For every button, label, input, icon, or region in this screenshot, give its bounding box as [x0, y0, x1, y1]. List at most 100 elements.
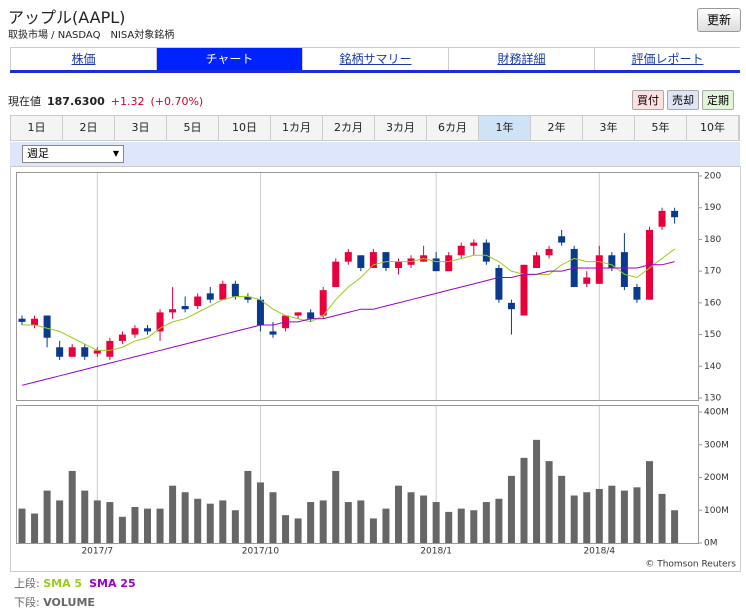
- action-button[interactable]: 定期: [702, 90, 734, 110]
- tab[interactable]: 評価レポート: [594, 47, 740, 70]
- period-button[interactable]: 3日: [115, 116, 167, 140]
- y-tick-label: 300M: [704, 440, 729, 450]
- volume-bar: [219, 500, 227, 543]
- volume-bar: [43, 490, 51, 543]
- volume-bar: [357, 500, 365, 543]
- volume-bar: [206, 503, 214, 543]
- candle-body: [332, 261, 340, 287]
- volume-bar: [658, 493, 666, 543]
- action-button[interactable]: 売却: [667, 90, 699, 110]
- refresh-button[interactable]: 更新: [697, 8, 741, 32]
- volume-bar: [131, 506, 139, 543]
- change: +1.32: [110, 95, 145, 108]
- candle-body: [545, 248, 553, 256]
- candle-body: [558, 236, 566, 243]
- volume-bar: [395, 485, 402, 543]
- title: アップル(AAPL): [8, 8, 126, 27]
- legend-lower: 下段: VOLUME: [14, 594, 95, 610]
- volume-bar: [269, 492, 277, 543]
- sma-line: [21, 261, 675, 386]
- interval-select[interactable]: 週足: [22, 145, 124, 163]
- candle-body: [357, 255, 365, 268]
- candle-body: [583, 277, 591, 284]
- period-button[interactable]: 5日: [167, 116, 219, 140]
- y-tick-label: 140: [704, 362, 721, 372]
- tab[interactable]: 財務詳細: [448, 47, 594, 70]
- candle-body: [344, 252, 352, 262]
- candle-body: [106, 340, 114, 357]
- period-button[interactable]: 2カ月: [323, 116, 375, 140]
- volume-bar: [319, 500, 327, 543]
- candle-body: [169, 309, 177, 313]
- candle-body: [118, 334, 126, 341]
- candle-body: [81, 347, 89, 357]
- volume-bar: [558, 475, 566, 543]
- period-button[interactable]: 1年: [479, 116, 531, 140]
- tab[interactable]: 銘柄サマリー: [302, 47, 448, 70]
- candle-body: [231, 283, 239, 297]
- volume-bar: [81, 490, 89, 543]
- candle-body: [206, 293, 214, 300]
- volume-bar: [93, 500, 101, 543]
- volume-bar: [470, 510, 478, 543]
- candle-body: [482, 242, 490, 262]
- quote-label: 現在値: [8, 95, 41, 108]
- period-button[interactable]: 2日: [63, 116, 115, 140]
- candle-body: [533, 255, 541, 268]
- legend-sma5: SMA 5: [43, 577, 83, 590]
- candle-body: [658, 210, 666, 227]
- candle-body: [633, 287, 641, 300]
- volume-bar: [369, 518, 377, 543]
- volume-bar: [671, 510, 679, 543]
- volume-bar: [344, 502, 352, 543]
- toolbar: [10, 142, 740, 166]
- chart: © Thomson Reuters 2017/7 2017/10 2018/1 201…: [10, 166, 741, 572]
- y-tick-label: 190: [704, 203, 721, 213]
- volume-bar: [156, 508, 164, 543]
- candle-body: [369, 252, 377, 268]
- candle-body: [93, 350, 101, 354]
- y-tick-label: 200: [704, 172, 721, 182]
- period-button[interactable]: 1カ月: [271, 116, 323, 140]
- period-button[interactable]: 3カ月: [375, 116, 427, 140]
- volume-bar: [520, 457, 528, 543]
- candle-body: [256, 299, 264, 326]
- period-button[interactable]: 10年: [687, 116, 739, 140]
- candle-body: [671, 210, 679, 218]
- volume-bar: [169, 485, 177, 543]
- candle-body: [457, 245, 465, 256]
- volume-bar: [231, 510, 239, 543]
- period-button[interactable]: 5年: [635, 116, 687, 140]
- period-button[interactable]: 6カ月: [427, 116, 479, 140]
- candle-body: [18, 318, 26, 322]
- actions: 買付 売却 定期: [632, 90, 734, 110]
- period-button[interactable]: 3年: [583, 116, 635, 140]
- candle-body: [382, 252, 390, 268]
- volume-bar: [68, 470, 76, 543]
- candle-body: [269, 331, 277, 335]
- tabs: 株価 チャート 銘柄サマリー 財務詳細 評価レポート: [10, 47, 740, 73]
- volume-bar: [420, 495, 428, 543]
- tab[interactable]: 株価: [10, 47, 156, 70]
- subtitle: 取扱市場 / NASDAQ NISA対象銘柄: [8, 30, 175, 41]
- volume-bar: [282, 515, 290, 543]
- volume-bar: [482, 502, 490, 543]
- volume-bar: [633, 487, 641, 543]
- tab[interactable]: チャート: [156, 47, 302, 70]
- volume-bar: [457, 508, 465, 543]
- volume-bar: [31, 513, 39, 543]
- volume-bar: [533, 439, 541, 543]
- legend-volume: VOLUME: [43, 596, 95, 609]
- period-button[interactable]: 10日: [219, 116, 271, 140]
- action-button[interactable]: 買付: [632, 90, 664, 110]
- y-tick-label: 150: [704, 330, 721, 340]
- candle-body: [620, 252, 628, 287]
- candle-body: [68, 347, 76, 357]
- volume-bar: [181, 492, 189, 543]
- period-button[interactable]: 1日: [11, 116, 63, 140]
- candle-body: [595, 255, 603, 284]
- y-tick-label: 0M: [704, 539, 718, 549]
- candle-body: [144, 328, 151, 332]
- period-button[interactable]: 2年: [531, 116, 583, 140]
- x-tick-label: 2018/1: [420, 547, 452, 557]
